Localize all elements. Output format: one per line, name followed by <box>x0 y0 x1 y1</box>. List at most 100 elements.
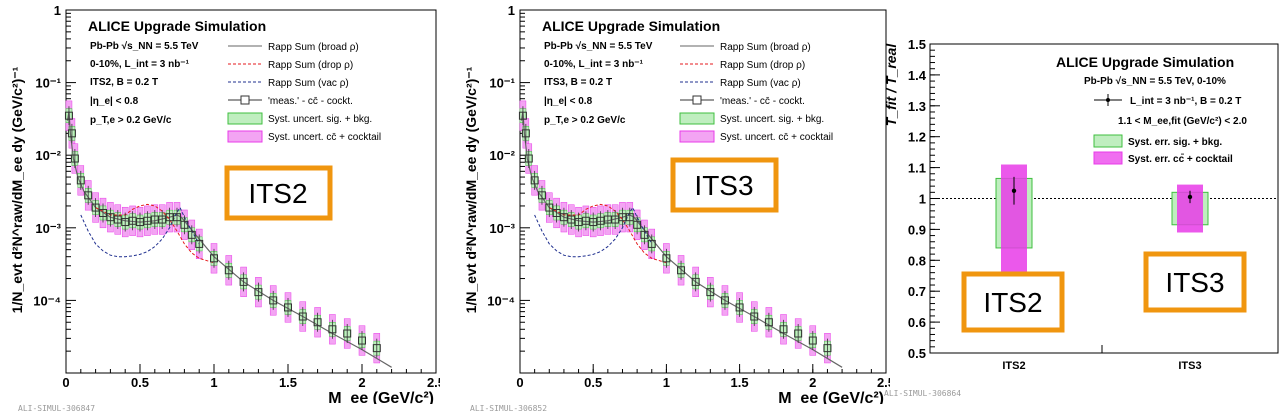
data-point <box>524 154 533 163</box>
data-point <box>173 213 181 222</box>
info-line: ITS2, B = 0.2 T <box>90 77 158 88</box>
y-tick-label: 10⁻⁴ <box>33 293 61 308</box>
legend: Rapp Sum (broad ρ) Rapp Sum (drop ρ) Rap… <box>227 42 381 143</box>
x-tick-label: 1.5 <box>731 375 749 390</box>
data-point <box>706 288 715 297</box>
data-point <box>794 329 803 338</box>
data-point <box>210 254 218 263</box>
y-tick-label: 10⁻³ <box>489 221 515 236</box>
data-point <box>720 296 729 305</box>
y-axis: 0.5 0.6 0.7 0.8 0.9 1 1.1 1.2 1.3 1.4 1.5 <box>908 37 940 361</box>
curve-drop-rho <box>95 203 215 264</box>
y-tick-label: 1.3 <box>908 99 926 114</box>
data-point <box>76 176 85 185</box>
footnote: ALI-SIMUL-306847 <box>18 404 96 413</box>
y-tick-label: 1.1 <box>908 161 926 176</box>
data-point <box>647 239 656 248</box>
y-axis: 10⁻⁴ 10⁻³ 10⁻² 10⁻¹ 1 <box>487 3 530 352</box>
x-axis-label: M_ee (GeV/c²) <box>778 390 884 404</box>
label-box-text: ITS2 <box>983 287 1042 318</box>
legend-label: Rapp Sum (vac ρ) <box>720 78 801 89</box>
y-tick-label: 1 <box>54 3 61 18</box>
x-tick-label: 0 <box>62 375 69 390</box>
curve-broad-rho <box>520 111 843 368</box>
data-point <box>1011 188 1017 193</box>
data-point <box>239 277 248 286</box>
curve-vac-rho <box>534 206 653 258</box>
data-point <box>254 288 263 297</box>
curve-broad-rho <box>66 111 392 368</box>
info-line: Pb-Pb √s_NN = 5.5 TeV <box>544 41 653 52</box>
y-tick-label: 0.5 <box>908 346 926 361</box>
data-point <box>823 344 832 353</box>
data-point <box>313 318 322 327</box>
data-point <box>343 329 352 338</box>
x-axis: 0 0.5 1 1.5 2 2.5 <box>62 364 440 390</box>
info-line: ITS3, B = 0.2 T <box>544 77 612 88</box>
footnote: ALI-SIMUL-306852 <box>470 404 548 413</box>
y-tick-label: 0.6 <box>908 315 926 330</box>
y-tick-label: 1.2 <box>908 130 926 145</box>
data-point <box>537 191 546 200</box>
y-tick-label: 0.7 <box>908 284 926 299</box>
info-line: p_T,e > 0.2 GeV/c <box>90 115 172 126</box>
model-curves <box>66 111 392 368</box>
info-line: |η_e| < 0.8 <box>544 96 593 107</box>
data-point <box>84 191 93 200</box>
x-tick-label: 2.5 <box>427 375 440 390</box>
legend-label: Syst. err. sig. + bkg. <box>1128 137 1222 148</box>
legend-label: Syst. uncert. cc̄ + cocktail <box>268 132 381 143</box>
info-line: p_T,e > 0.2 GeV/c <box>544 115 626 126</box>
data-point <box>224 266 233 275</box>
data-point <box>662 254 671 263</box>
y-tick-label: 10⁻² <box>35 148 61 163</box>
y-tick-label: 1.5 <box>908 37 926 52</box>
panel-its3-mass-spectrum: 0 0.5 1 1.5 2 2.5 10⁻⁴ 10⁻³ 10⁻² 10⁻¹ 1 ALICE Upg… <box>463 3 890 404</box>
y-tick-label: 0.9 <box>908 222 926 237</box>
model-curves <box>520 111 843 368</box>
data-point <box>195 239 204 248</box>
y-axis-label: 1/N_evt d²N^raw/dM_ee dy (GeV/c²)⁻¹ <box>9 66 25 313</box>
x-axis-label: M_ee (GeV/c²) <box>328 390 434 404</box>
label-box-its2 <box>224 165 333 221</box>
x-tick-label: 0.5 <box>584 375 602 390</box>
data-point <box>99 208 107 217</box>
info-text: Pb-Pb √s_NN = 5.5 TeV 0-10%, L_int = 3 n… <box>90 41 199 126</box>
legend-label: Rapp Sum (drop ρ) <box>720 60 805 71</box>
data-point <box>750 312 759 321</box>
data-points <box>64 106 381 358</box>
y-tick-label: 0.8 <box>908 253 926 268</box>
info-line: 0-10%, L_int = 3 nb⁻¹ <box>90 59 190 70</box>
x-category-label: ITS2 <box>1002 360 1025 372</box>
plot-frame <box>65 9 437 374</box>
y-tick-label: 1 <box>919 192 926 207</box>
y-axis-label: T_fit / T_real <box>883 43 899 127</box>
legend-label: 'meas.' - cc̄ - cockt. <box>268 96 353 107</box>
legend-label: Syst. err. cc̄ + cocktail <box>1128 153 1233 165</box>
data-point <box>779 325 788 334</box>
x-category-label: ITS3 <box>1178 360 1201 372</box>
data-point <box>521 129 530 138</box>
y-axis: 10⁻⁴ 10⁻³ 10⁻² 10⁻¹ 1 <box>33 3 76 352</box>
legend-label: Rapp Sum (broad ρ) <box>268 42 359 53</box>
data-point <box>70 154 79 163</box>
data-point <box>808 336 817 345</box>
curve-vac-rho <box>80 206 200 258</box>
label-box-its3 <box>1143 251 1247 313</box>
y-axis-label: 1/N_evt d²N^raw/dM_ee dy (GeV/c²)⁻¹ <box>463 66 479 313</box>
x-tick-label: 1 <box>210 375 217 390</box>
x-axis: ITS2 ITS3 <box>1002 345 1202 372</box>
label-box-text: ITS2 <box>248 178 307 209</box>
y-tick-label: 10⁻⁴ <box>487 293 515 308</box>
legend-label: Syst. uncert. sig. + bkg. <box>268 114 372 125</box>
label-box-its2 <box>961 271 1065 333</box>
x-tick-label: 1 <box>663 375 670 390</box>
data-point <box>187 230 196 239</box>
data-point <box>545 203 554 212</box>
data-point <box>284 303 292 312</box>
plot-title: ALICE Upgrade Simulation <box>1056 54 1234 70</box>
plot-title: ALICE Upgrade Simulation <box>88 18 266 34</box>
label-box-its3 <box>670 157 779 213</box>
data-points <box>518 106 832 358</box>
data-point <box>518 111 527 120</box>
